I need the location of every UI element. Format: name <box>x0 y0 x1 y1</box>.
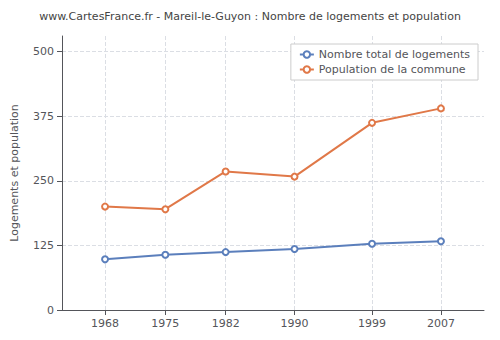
svg-text:1990: 1990 <box>281 317 309 330</box>
svg-text:375: 375 <box>33 110 54 123</box>
svg-text:0: 0 <box>47 304 54 317</box>
svg-text:Logements et population: Logements et population <box>8 104 21 242</box>
svg-text:Population de la commune: Population de la commune <box>319 63 466 76</box>
svg-text:500: 500 <box>33 45 54 58</box>
svg-text:www.CartesFrance.fr - Mareil-l: www.CartesFrance.fr - Mareil-le-Guyon : … <box>39 10 461 23</box>
svg-text:Nombre total de logements: Nombre total de logements <box>319 48 470 61</box>
svg-text:125: 125 <box>33 239 54 252</box>
svg-text:2007: 2007 <box>427 317 455 330</box>
svg-text:1968: 1968 <box>91 317 119 330</box>
svg-text:1975: 1975 <box>151 317 179 330</box>
svg-text:1982: 1982 <box>212 317 240 330</box>
svg-text:250: 250 <box>33 174 54 187</box>
svg-text:1999: 1999 <box>358 317 386 330</box>
